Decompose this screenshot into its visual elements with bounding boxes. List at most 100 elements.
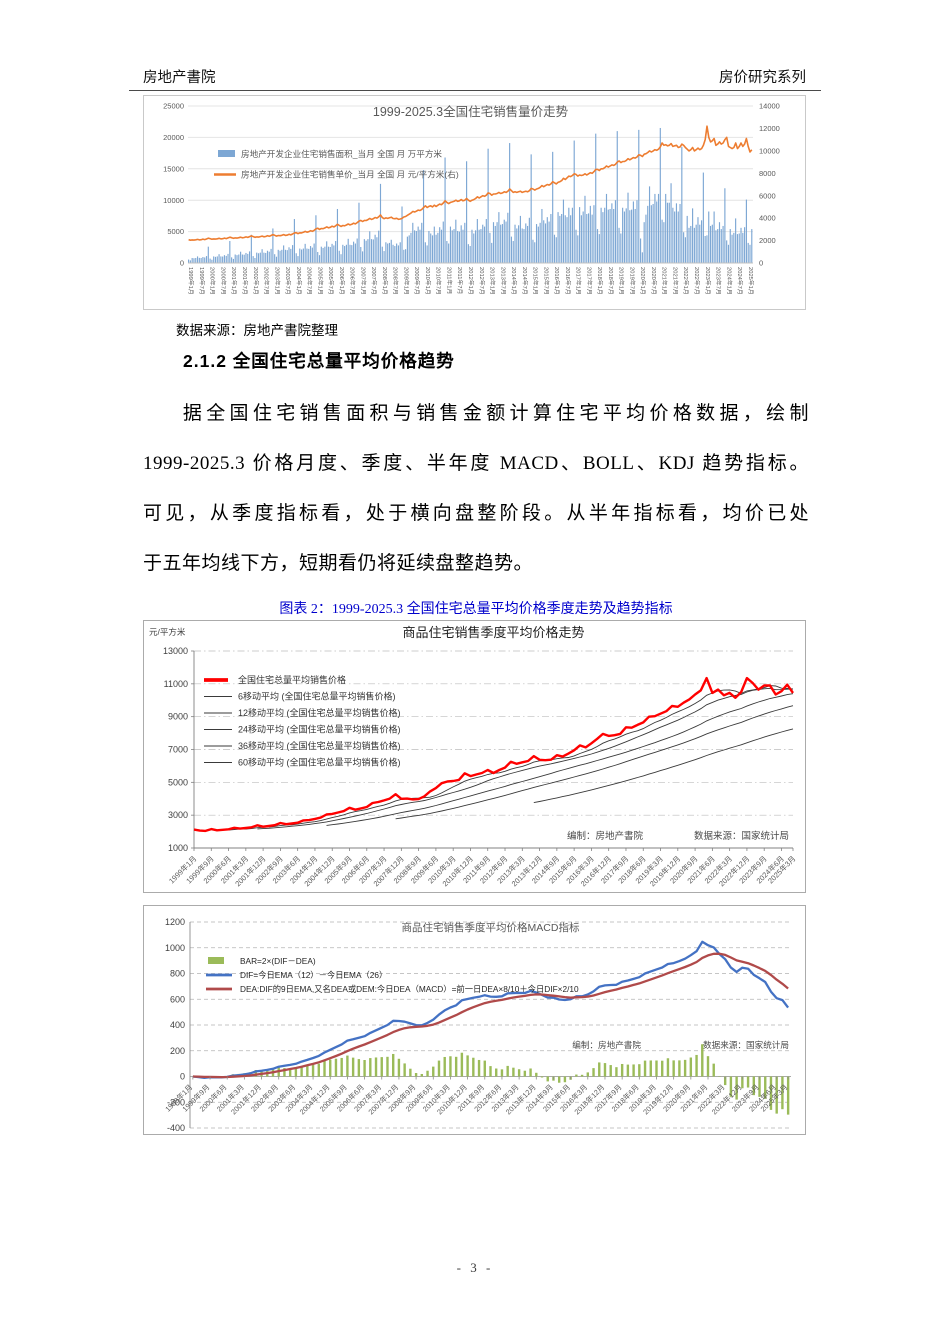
svg-text:14000: 14000 bbox=[759, 102, 780, 111]
svg-text:2023年7月: 2023年7月 bbox=[715, 267, 723, 295]
svg-text:4000: 4000 bbox=[759, 214, 776, 223]
svg-text:2002年1月: 2002年1月 bbox=[252, 267, 260, 295]
svg-text:2020年7月: 2020年7月 bbox=[650, 267, 658, 295]
svg-text:全国住宅总量平均销售价格: 全国住宅总量平均销售价格 bbox=[238, 674, 346, 685]
svg-text:400: 400 bbox=[170, 1020, 185, 1030]
paragraph-line: 可见，从季度指标看，处于横向盘整阶段。从半年指标看，均价已处 bbox=[143, 503, 809, 524]
svg-text:2023年1月: 2023年1月 bbox=[704, 267, 712, 295]
svg-text:0: 0 bbox=[759, 259, 763, 268]
svg-text:20000: 20000 bbox=[163, 133, 184, 142]
svg-text:2012年1月: 2012年1月 bbox=[467, 267, 475, 295]
svg-text:2016年7月: 2016年7月 bbox=[564, 267, 572, 295]
svg-text:12移动平均 (全国住宅总量平均销售价格): 12移动平均 (全国住宅总量平均销售价格) bbox=[238, 707, 401, 718]
svg-text:1000: 1000 bbox=[168, 843, 188, 853]
svg-text:DIF=今日EMA（12）－今日EMA（26）: DIF=今日EMA（12）－今日EMA（26） bbox=[240, 970, 387, 980]
svg-text:1999-2025.3全国住宅销售量价走势: 1999-2025.3全国住宅销售量价走势 bbox=[373, 104, 569, 119]
svg-text:800: 800 bbox=[170, 969, 185, 979]
svg-text:2003年7月: 2003年7月 bbox=[284, 267, 292, 295]
svg-text:60移动平均 (全国住宅总量平均销售价格): 60移动平均 (全国住宅总量平均销售价格) bbox=[238, 757, 401, 768]
svg-text:房地产开发企业住宅销售面积_当月 全国 月 万平方米: 房地产开发企业住宅销售面积_当月 全国 月 万平方米 bbox=[241, 148, 442, 159]
svg-text:2003年1月: 2003年1月 bbox=[273, 267, 281, 295]
svg-text:2001年1月: 2001年1月 bbox=[230, 267, 238, 295]
page-number: - 3 - bbox=[456, 1260, 494, 1275]
svg-text:3000: 3000 bbox=[168, 810, 188, 820]
svg-text:2020年1月: 2020年1月 bbox=[639, 267, 647, 295]
svg-text:2021年1月: 2021年1月 bbox=[661, 267, 669, 295]
svg-text:2007年1月: 2007年1月 bbox=[359, 267, 367, 295]
svg-text:15000: 15000 bbox=[163, 164, 184, 173]
header-rule bbox=[129, 90, 821, 91]
svg-text:房地产开发企业住宅销售单价_当月 全国 月 元/平方米(右): 房地产开发企业住宅销售单价_当月 全国 月 元/平方米(右) bbox=[241, 169, 459, 180]
header-right-title: 房价研究系列 bbox=[719, 70, 806, 86]
svg-text:2025年1月: 2025年1月 bbox=[747, 267, 755, 295]
svg-text:8000: 8000 bbox=[759, 169, 776, 178]
svg-text:-200: -200 bbox=[167, 1097, 185, 1107]
svg-text:2011年1月: 2011年1月 bbox=[445, 267, 453, 294]
svg-text:2008年7月: 2008年7月 bbox=[392, 267, 400, 295]
sales-volume-price-chart-svg: 0 5000 10000 15000 20000 25000 0 2000 4000 6000 80… bbox=[163, 102, 780, 295]
svg-text:25000: 25000 bbox=[163, 102, 184, 111]
svg-text:商品住宅销售季度平均价格走势: 商品住宅销售季度平均价格走势 bbox=[402, 625, 584, 640]
svg-text:2024年1月: 2024年1月 bbox=[725, 267, 733, 295]
svg-text:36移动平均 (全国住宅总量平均销售价格): 36移动平均 (全国住宅总量平均销售价格) bbox=[238, 740, 401, 751]
svg-text:2013年7月: 2013年7月 bbox=[499, 267, 507, 295]
svg-text:2017年1月: 2017年1月 bbox=[575, 267, 583, 295]
chart-source-note: 数据来源：房地产書院整理 bbox=[176, 323, 338, 338]
macd-chart: -400 -200 0 200 400 600 800 1000 1200 1999年1月 1999… bbox=[143, 905, 806, 1135]
svg-text:编制：房地产書院: 编制：房地产書院 bbox=[572, 1039, 641, 1050]
svg-text:0: 0 bbox=[180, 259, 184, 268]
svg-text:2000年1月: 2000年1月 bbox=[209, 267, 217, 295]
svg-text:2018年7月: 2018年7月 bbox=[607, 267, 615, 295]
svg-text:0: 0 bbox=[180, 1072, 185, 1082]
svg-text:2000年7月: 2000年7月 bbox=[219, 267, 227, 295]
svg-text:6000: 6000 bbox=[759, 191, 776, 200]
svg-text:2011年7月: 2011年7月 bbox=[456, 267, 464, 294]
figure-caption: 图表 2：1999-2025.3 全国住宅总量平均价格季度走势及趋势指标 bbox=[279, 602, 673, 617]
svg-text:2015年1月: 2015年1月 bbox=[532, 267, 540, 295]
svg-text:7000: 7000 bbox=[168, 745, 188, 755]
svg-text:2009年7月: 2009年7月 bbox=[413, 267, 421, 295]
svg-text:12000: 12000 bbox=[759, 124, 780, 133]
paragraph-line: 据全国住宅销售面积与销售金额计算住宅平均价格数据，绘制 bbox=[182, 403, 809, 424]
svg-text:1200: 1200 bbox=[165, 917, 185, 927]
svg-text:200: 200 bbox=[170, 1046, 185, 1056]
svg-text:2006年1月: 2006年1月 bbox=[338, 267, 346, 295]
svg-text:5000: 5000 bbox=[168, 777, 188, 787]
svg-text:DEA:DIF的9日EMA,又名DEA或DEM:今日DEA（: DEA:DIF的9日EMA,又名DEA或DEM:今日DEA（MACD）=前一日D… bbox=[240, 984, 579, 994]
svg-text:600: 600 bbox=[170, 994, 185, 1004]
svg-text:元/平方米: 元/平方米 bbox=[149, 627, 186, 637]
svg-text:2007年7月: 2007年7月 bbox=[370, 267, 378, 295]
svg-text:编制：房地产書院: 编制：房地产書院 bbox=[567, 830, 644, 842]
macd-chart-svg: -400-2000200400600800100012001999年1月1999… bbox=[163, 917, 791, 1133]
svg-text:24移动平均 (全国住宅总量平均销售价格): 24移动平均 (全国住宅总量平均销售价格) bbox=[238, 724, 401, 735]
quarterly-price-chart-svg: 1000300050007000900011000130001999年1月199… bbox=[149, 625, 797, 888]
svg-text:10000: 10000 bbox=[759, 146, 780, 155]
svg-text:1999年1月: 1999年1月 bbox=[187, 267, 195, 295]
svg-text:2013年1月: 2013年1月 bbox=[489, 267, 497, 295]
quarterly-price-chart: 1000 3000 5000 7000 9000 11000 13000 1999年1月 199… bbox=[143, 620, 806, 893]
svg-text:-400: -400 bbox=[167, 1123, 185, 1133]
svg-text:2000: 2000 bbox=[759, 236, 776, 245]
svg-text:2001年7月: 2001年7月 bbox=[241, 267, 249, 295]
svg-text:2016年1月: 2016年1月 bbox=[553, 267, 561, 295]
svg-text:1000: 1000 bbox=[165, 943, 185, 953]
svg-text:2012年7月: 2012年7月 bbox=[478, 267, 486, 295]
sales-volume-price-chart: 0 5000 10000 15000 20000 25000 0 2000 4000 6000 80… bbox=[143, 95, 806, 310]
svg-text:数据来源：国家统计局: 数据来源：国家统计局 bbox=[703, 1039, 789, 1050]
svg-text:2022年7月: 2022年7月 bbox=[693, 267, 701, 295]
svg-text:2004年7月: 2004年7月 bbox=[306, 267, 314, 295]
svg-text:2010年7月: 2010年7月 bbox=[435, 267, 443, 295]
svg-text:5000: 5000 bbox=[167, 227, 184, 236]
svg-text:13000: 13000 bbox=[163, 646, 188, 656]
svg-text:2019年7月: 2019年7月 bbox=[628, 267, 636, 295]
paragraph-line: 于五年均线下方，短期看仍将延续盘整趋势。 bbox=[143, 553, 534, 574]
svg-text:2006年7月: 2006年7月 bbox=[349, 267, 357, 295]
svg-text:11000: 11000 bbox=[164, 679, 188, 689]
svg-text:2022年1月: 2022年1月 bbox=[682, 267, 690, 295]
svg-text:6移动平均 (全国住宅总量平均销售价格): 6移动平均 (全国住宅总量平均销售价格) bbox=[238, 691, 396, 702]
svg-text:2014年7月: 2014年7月 bbox=[521, 267, 529, 295]
svg-text:商品住宅销售季度平均价格MACD指标: 商品住宅销售季度平均价格MACD指标 bbox=[402, 921, 580, 934]
svg-text:2008年1月: 2008年1月 bbox=[381, 267, 389, 295]
svg-text:2018年1月: 2018年1月 bbox=[596, 267, 604, 295]
